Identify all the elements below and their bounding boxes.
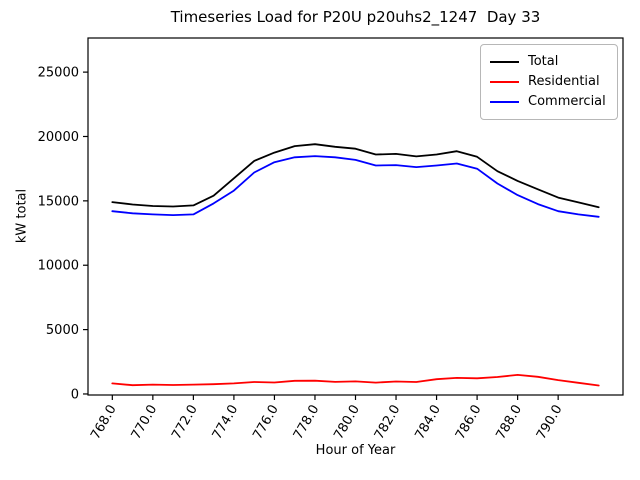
legend-line-swatch-commercial: [490, 101, 519, 103]
series-line-total: [111, 143, 600, 209]
svg-text:784.0: 784.0: [412, 403, 444, 443]
svg-text:774.0: 774.0: [210, 403, 242, 443]
svg-text:782.0: 782.0: [372, 403, 404, 443]
svg-text:770.0: 770.0: [129, 403, 161, 443]
series-line-commercial: [111, 155, 600, 218]
svg-text:788.0: 788.0: [493, 403, 525, 443]
series-line-residential: [111, 373, 600, 387]
svg-text:5000: 5000: [46, 323, 79, 338]
svg-text:0: 0: [71, 387, 79, 402]
svg-text:25000: 25000: [38, 66, 79, 81]
svg-text:10000: 10000: [38, 259, 79, 274]
legend-label: Residential: [528, 74, 600, 89]
legend-line-swatch-total: [490, 61, 519, 63]
x-axis-label: Hour of Year: [315, 443, 396, 458]
svg-text:15000: 15000: [38, 194, 79, 209]
legend-label: Commercial: [528, 94, 606, 109]
legend-label: Total: [528, 54, 559, 69]
svg-text:776.0: 776.0: [250, 403, 282, 443]
svg-text:20000: 20000: [38, 130, 79, 145]
x-axis-ticks: 768.0 770.0 772.0 774.0 776.0 778.0 780.0 782.0…: [88, 395, 566, 443]
svg-text:780.0: 780.0: [331, 403, 363, 443]
svg-text:772.0: 772.0: [169, 403, 201, 443]
y-axis-ticks: 0 5000 10000 15000 20000 25000: [38, 66, 88, 402]
svg-text:790.0: 790.0: [534, 403, 566, 443]
legend-entry-total: Total: [490, 52, 608, 72]
svg-text:778.0: 778.0: [291, 403, 323, 443]
svg-text:786.0: 786.0: [453, 403, 485, 443]
svg-text:768.0: 768.0: [88, 403, 120, 443]
y-axis-label: kW total: [14, 188, 30, 244]
legend-line-swatch-residential: [490, 81, 519, 83]
legend-entry-commercial: Commercial: [490, 92, 608, 112]
chart-title: Timeseries Load for P20U p20uhs2_1247 Da…: [170, 8, 541, 26]
legend-entry-residential: Residential: [490, 72, 608, 92]
legend: Total Residential Commercial: [480, 44, 618, 120]
